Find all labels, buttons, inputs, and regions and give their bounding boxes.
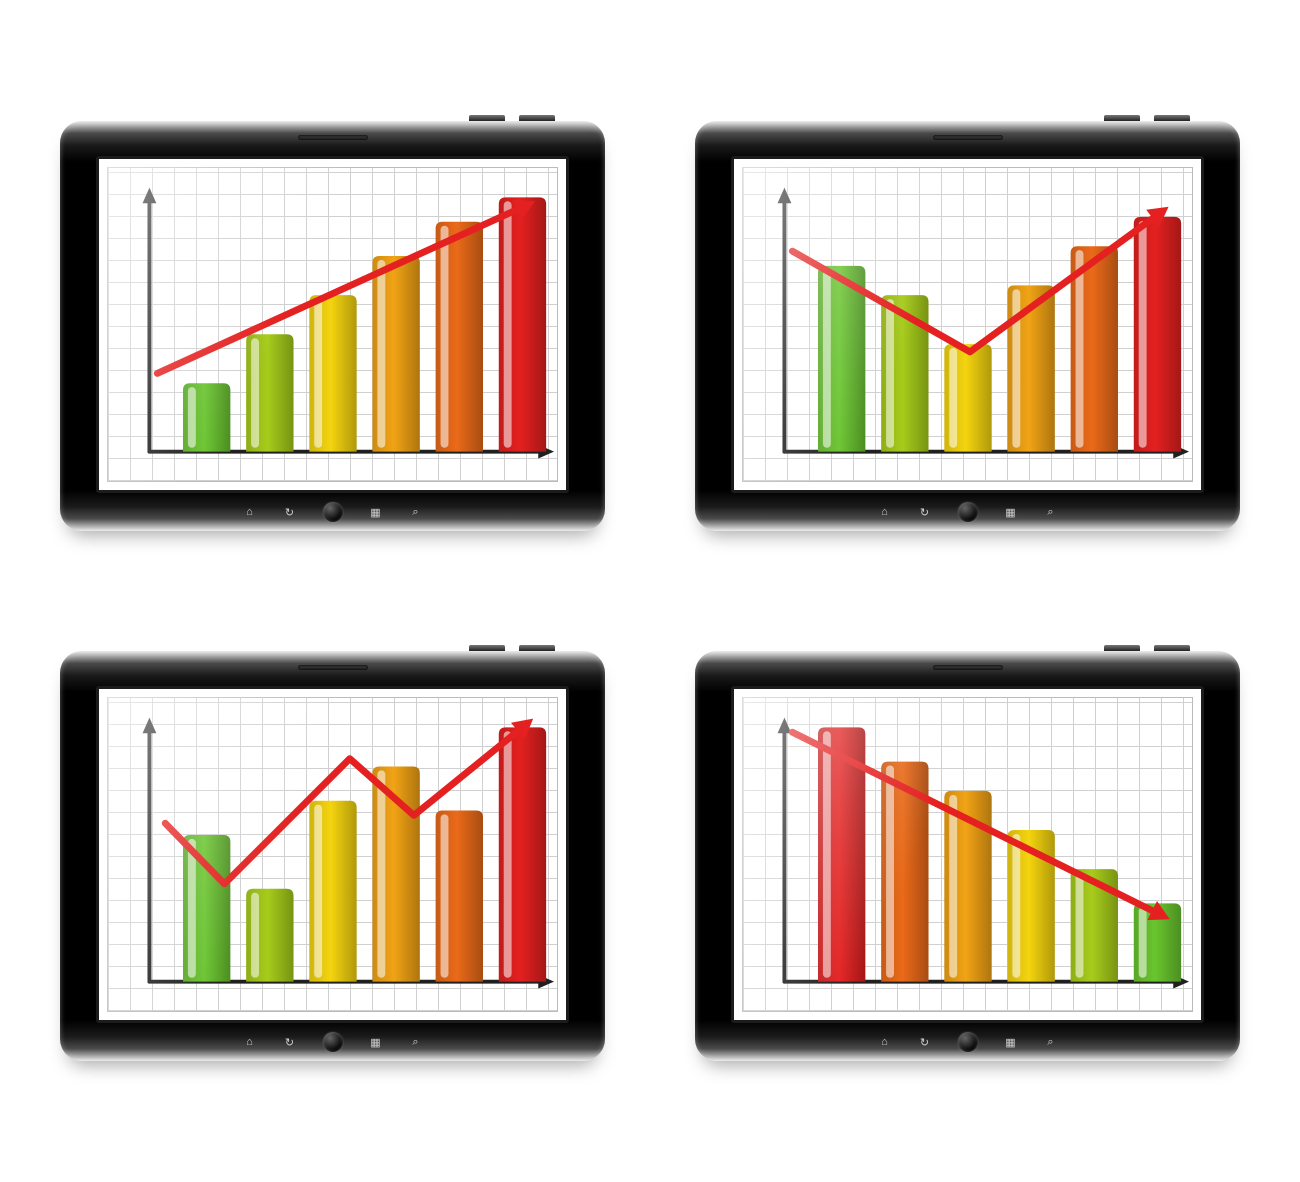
chart-area xyxy=(742,697,1193,1012)
refresh-icon[interactable]: ↻ xyxy=(918,1035,932,1049)
tablet-screen xyxy=(731,686,1204,1023)
tablet-top-buttons xyxy=(1104,115,1190,121)
nav-dock: ⌂ ↻ ▦ ⌕ xyxy=(243,502,423,522)
search-icon[interactable]: ⌕ xyxy=(1044,505,1058,519)
tablet-top-buttons xyxy=(1104,645,1190,651)
refresh-icon[interactable]: ↻ xyxy=(918,505,932,519)
nav-dock: ⌂ ↻ ▦ ⌕ xyxy=(878,502,1058,522)
tablet-2: ⌂ ↻ ▦ ⌕ xyxy=(695,121,1240,531)
home-icon[interactable]: ⌂ xyxy=(243,1035,257,1049)
apps-icon[interactable]: ▦ xyxy=(1004,505,1018,519)
home-icon[interactable]: ⌂ xyxy=(878,1035,892,1049)
row-bottom: ⌂ ↻ ▦ ⌕ ⌂ ↻ ▦ ⌕ xyxy=(60,651,1240,1061)
chart-area xyxy=(107,697,558,1012)
apps-icon[interactable]: ▦ xyxy=(1004,1035,1018,1049)
tablet-1: ⌂ ↻ ▦ ⌕ xyxy=(60,121,605,531)
chart-v-recovery xyxy=(743,168,1192,481)
refresh-icon[interactable]: ↻ xyxy=(283,1035,297,1049)
row-top: ⌂ ↻ ▦ ⌕ ⌂ ↻ ▦ ⌕ xyxy=(60,121,1240,531)
power-button[interactable] xyxy=(958,1032,978,1052)
power-button[interactable] xyxy=(323,1032,343,1052)
chart-area xyxy=(742,167,1193,482)
nav-dock: ⌂ ↻ ▦ ⌕ xyxy=(243,1032,423,1052)
chart-area xyxy=(107,167,558,482)
apps-icon[interactable]: ▦ xyxy=(369,505,383,519)
search-icon[interactable]: ⌕ xyxy=(1044,1035,1058,1049)
tablet-screen xyxy=(96,156,569,493)
apps-icon[interactable]: ▦ xyxy=(369,1035,383,1049)
tablet-screen xyxy=(731,156,1204,493)
home-icon[interactable]: ⌂ xyxy=(878,505,892,519)
chart-decline-linear xyxy=(743,698,1192,1011)
power-button[interactable] xyxy=(323,502,343,522)
tablet-top-buttons xyxy=(469,645,555,651)
tablet-4: ⌂ ↻ ▦ ⌕ xyxy=(695,651,1240,1061)
tablet-3: ⌂ ↻ ▦ ⌕ xyxy=(60,651,605,1061)
search-icon[interactable]: ⌕ xyxy=(409,1035,423,1049)
chart-volatile-up xyxy=(108,698,557,1011)
nav-dock: ⌂ ↻ ▦ ⌕ xyxy=(878,1032,1058,1052)
chart-growth-linear xyxy=(108,168,557,481)
refresh-icon[interactable]: ↻ xyxy=(283,505,297,519)
tablet-top-buttons xyxy=(469,115,555,121)
search-icon[interactable]: ⌕ xyxy=(409,505,423,519)
home-icon[interactable]: ⌂ xyxy=(243,505,257,519)
power-button[interactable] xyxy=(958,502,978,522)
tablet-screen xyxy=(96,686,569,1023)
